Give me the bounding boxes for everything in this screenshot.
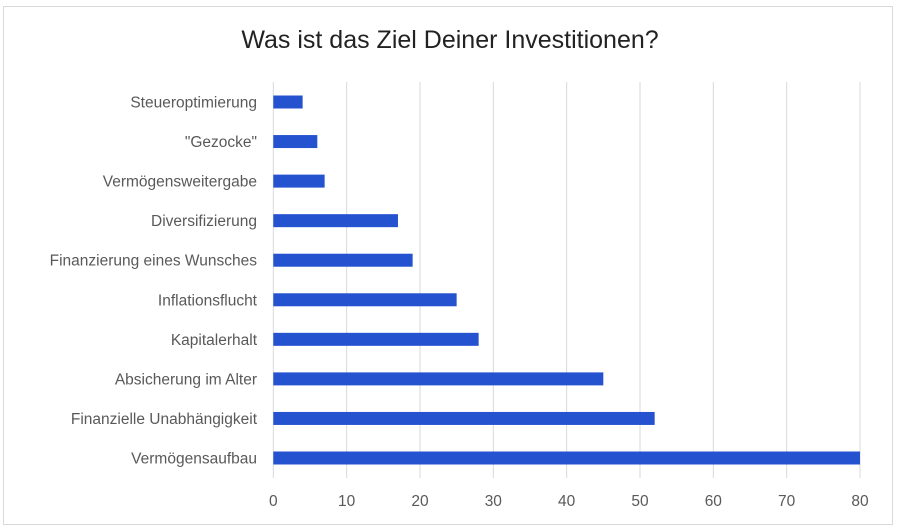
bar <box>273 253 413 267</box>
category-label: Vermögensweitergabe <box>103 174 257 191</box>
bar <box>273 174 325 188</box>
category-label: Diversifizierung <box>151 213 257 230</box>
x-tick-label: 0 <box>269 493 278 510</box>
bar <box>273 332 479 346</box>
x-tick-label: 60 <box>705 493 723 510</box>
category-label: Steueroptimierung <box>130 95 257 112</box>
x-tick-label: 10 <box>338 493 356 510</box>
bar <box>273 372 604 386</box>
bar <box>273 135 318 149</box>
chart-title: Was ist das Ziel Deiner Investitionen? <box>241 26 659 54</box>
x-tick-label: 20 <box>411 493 429 510</box>
bar <box>273 95 303 109</box>
category-label: Absicherung im Alter <box>115 371 257 388</box>
bar <box>273 411 655 425</box>
category-label: Inflationsflucht <box>158 292 258 309</box>
x-tick-label: 80 <box>851 493 869 510</box>
category-label: "Gezocke" <box>185 134 257 151</box>
chart-area <box>3 6 893 525</box>
category-label: Finanzierung eines Wunsches <box>50 253 258 270</box>
category-label: Vermögensaufbau <box>131 451 257 468</box>
bar <box>273 214 398 228</box>
bar <box>273 293 457 307</box>
x-tick-label: 50 <box>631 493 649 510</box>
x-tick-label: 40 <box>558 493 576 510</box>
category-label: Finanzielle Unabhängigkeit <box>71 411 258 428</box>
x-tick-label: 70 <box>778 493 796 510</box>
bar <box>273 451 860 465</box>
category-label: Kapitalerhalt <box>171 332 258 349</box>
x-tick-label: 30 <box>485 493 503 510</box>
